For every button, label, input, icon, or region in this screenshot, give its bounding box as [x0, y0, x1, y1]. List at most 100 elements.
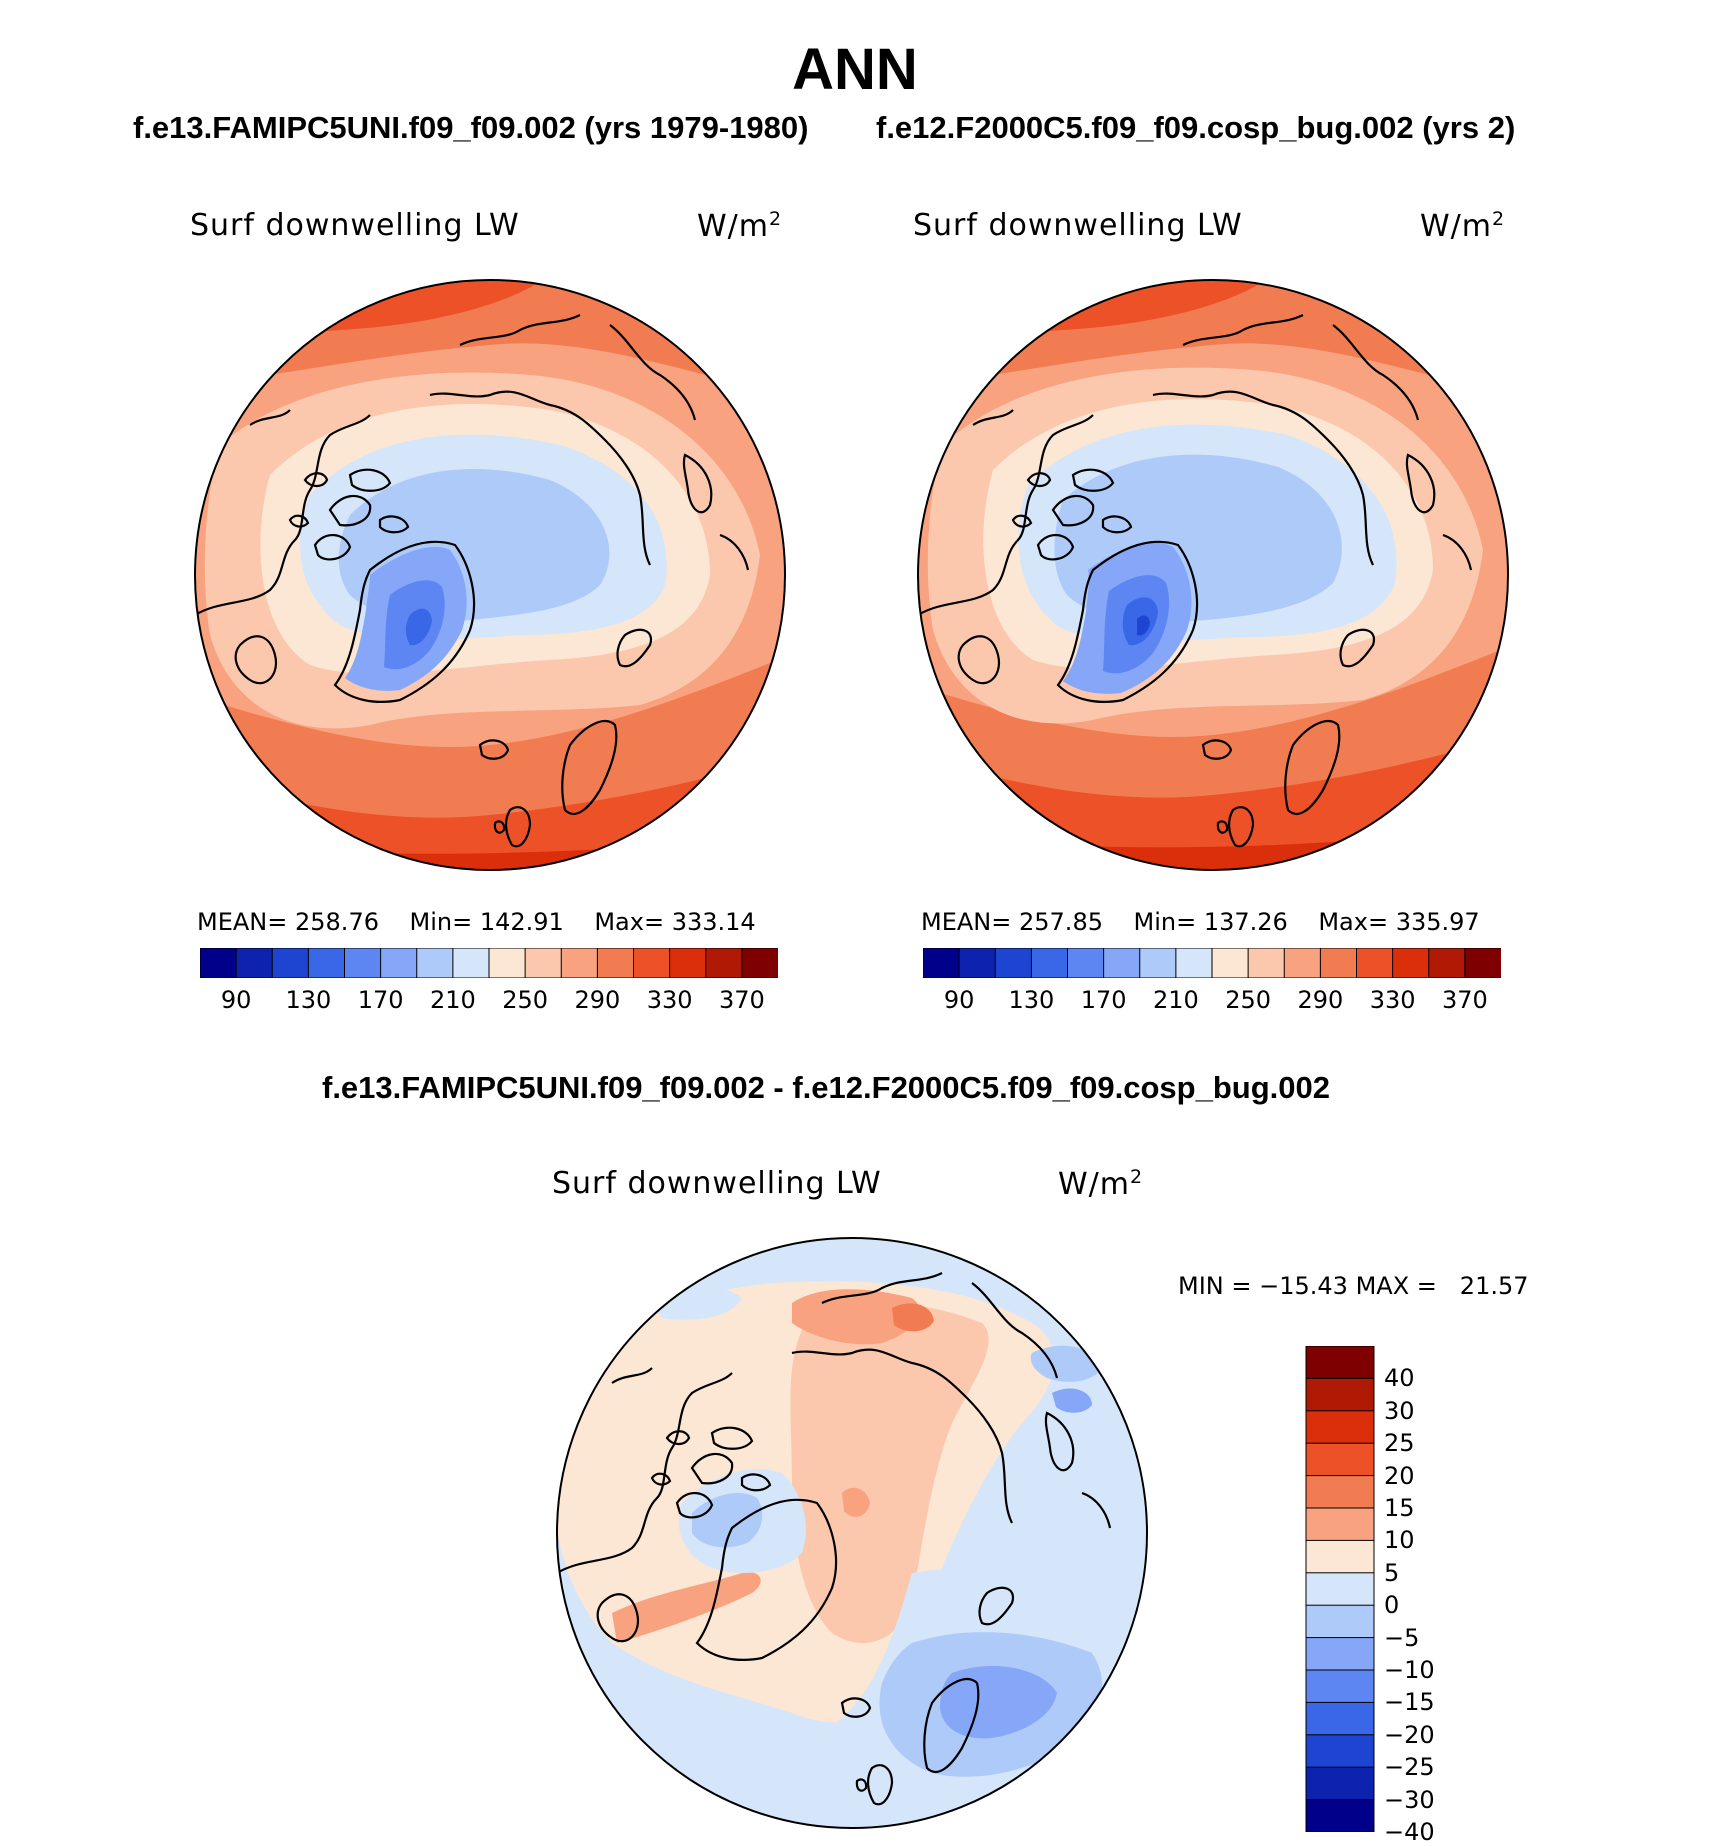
colorbar-tick-label: 90 [220, 986, 252, 1014]
colorbar-swatch [1464, 948, 1501, 978]
colorbar-case1 [200, 948, 778, 978]
case2-title: f.e12.F2000C5.f09_f09.cosp_bug.002 (yrs … [876, 110, 1516, 145]
colorbar-tick-label: 25 [1384, 1429, 1415, 1458]
colorbar-tick-label: 330 [646, 986, 693, 1014]
colorbar-swatch [1305, 1475, 1375, 1509]
figure-title: ANN [792, 37, 918, 102]
colorbar-swatch [1305, 1346, 1375, 1380]
colorbar-tick-label: −15 [1384, 1688, 1435, 1717]
colorbar-tick-label: 170 [357, 986, 404, 1014]
colorbar-tick-label: −20 [1384, 1720, 1435, 1749]
colorbar-swatch [1305, 1669, 1375, 1704]
colorbar-tick-label: 20 [1384, 1461, 1415, 1490]
colorbar-tick-label: 30 [1384, 1396, 1415, 1425]
colorbar-tick-label: 15 [1384, 1494, 1415, 1522]
colorbar-swatch [235, 948, 274, 978]
colorbar-swatch [923, 948, 961, 978]
panel2-units-label: W/m2 [1420, 208, 1506, 244]
colorbar-swatch [1103, 948, 1141, 978]
colorbar-swatch [200, 948, 238, 978]
colorbar-swatch [958, 948, 997, 978]
colorbar-swatch [633, 948, 671, 978]
colorbar-swatch [1030, 948, 1069, 978]
colorbar-swatch [380, 948, 418, 978]
colorbar-case1-ticks: 90 130 170 210 250 290 330 370 [200, 986, 778, 1016]
colorbar-swatch [1305, 1604, 1375, 1639]
colorbar-swatch [1283, 948, 1322, 978]
colorbar-swatch [1428, 948, 1466, 978]
colorbar-tick-label: 290 [574, 986, 621, 1014]
colorbar-swatch [1305, 1637, 1375, 1671]
colorbar-swatch [524, 948, 563, 978]
colorbar-swatch [416, 948, 454, 978]
colorbar-swatch [1067, 948, 1105, 978]
colorbar-swatch [669, 948, 707, 978]
diff-title: f.e13.FAMIPC5UNI.f09_f09.002 - f.e12.F20… [322, 1070, 1330, 1105]
colorbar-case2 [923, 948, 1501, 978]
colorbar-swatch [1356, 948, 1394, 978]
colorbar-swatch [1139, 948, 1177, 978]
panel2-variable-label: Surf downwelling LW [913, 208, 1243, 243]
panel3-stats: MIN = −15.43 MAX = 21.57 [1178, 1272, 1529, 1300]
colorbar-tick-label: −5 [1384, 1623, 1420, 1652]
colorbar-tick-label: 290 [1297, 986, 1344, 1014]
colorbar-tick-label: −30 [1384, 1785, 1435, 1814]
colorbar-swatch [1305, 1442, 1375, 1477]
colorbar-swatch [1305, 1572, 1375, 1607]
colorbar-tick-label: 130 [1008, 986, 1055, 1014]
colorbar-swatch [1305, 1701, 1375, 1736]
colorbar-tick-label: 0 [1384, 1591, 1400, 1620]
colorbar-swatch [1305, 1377, 1375, 1412]
colorbar-swatch [1305, 1507, 1375, 1542]
colorbar-swatch [1305, 1799, 1375, 1832]
colorbar-swatch [344, 948, 382, 978]
panel3-variable-label: Surf downwelling LW [552, 1166, 882, 1201]
colorbar-swatch [1305, 1766, 1375, 1801]
colorbar-swatch [307, 948, 346, 978]
colorbar-swatch [1305, 1539, 1375, 1574]
colorbar-tick-label: 5 [1384, 1558, 1400, 1587]
colorbar-swatch [741, 948, 778, 978]
colorbar-tick-label: 40 [1384, 1364, 1415, 1393]
map-case1 [194, 279, 786, 871]
colorbar-tick-label: 370 [1441, 986, 1488, 1014]
colorbar-tick-label: 250 [502, 986, 549, 1014]
colorbar-tick-label: 170 [1080, 986, 1127, 1014]
colorbar-swatch [705, 948, 743, 978]
colorbar-swatch [1392, 948, 1430, 978]
panel1-stats: MEAN= 258.76 Min= 142.91 Max= 333.14 [197, 908, 756, 936]
colorbar-tick-label: −10 [1384, 1656, 1435, 1684]
colorbar-swatch [596, 948, 635, 978]
colorbar-tick-label: 250 [1225, 986, 1272, 1014]
colorbar-tick-label: −25 [1384, 1753, 1435, 1782]
colorbar-case2-ticks: 90 130 170 210 250 290 330 370 [923, 986, 1501, 1016]
colorbar-swatch [271, 948, 310, 978]
colorbar-swatch [1319, 948, 1358, 978]
colorbar-swatch [560, 948, 599, 978]
colorbar-difference-ticks: 40 30 25 20 15 10 5 0 −5 −10 −15 −20 −25 −30 −40 [1384, 1346, 1464, 1846]
colorbar-swatch [1305, 1734, 1375, 1768]
panel3-units-label: W/m2 [1058, 1166, 1144, 1202]
colorbar-swatch [1247, 948, 1286, 978]
colorbar-swatch [488, 948, 527, 978]
colorbar-tick-label: −40 [1384, 1818, 1435, 1846]
colorbar-swatch [1211, 948, 1250, 978]
colorbar-tick-label: 130 [285, 986, 332, 1014]
colorbar-tick-label: 330 [1369, 986, 1416, 1014]
map-difference [556, 1237, 1148, 1829]
panel1-units-label: W/m2 [697, 208, 783, 244]
colorbar-tick-label: 210 [429, 986, 476, 1014]
colorbar-difference [1305, 1346, 1375, 1832]
case1-title: f.e13.FAMIPC5UNI.f09_f09.002 (yrs 1979-1… [133, 110, 809, 145]
colorbar-tick-label: 10 [1384, 1526, 1415, 1555]
colorbar-swatch [1175, 948, 1214, 978]
colorbar-swatch [452, 948, 491, 978]
colorbar-tick-label: 90 [943, 986, 975, 1014]
colorbar-swatch [1305, 1410, 1375, 1445]
map-case2 [917, 279, 1509, 871]
panel2-stats: MEAN= 257.85 Min= 137.26 Max= 335.97 [921, 908, 1480, 936]
colorbar-swatch [994, 948, 1033, 978]
colorbar-tick-label: 370 [718, 986, 765, 1014]
panel1-variable-label: Surf downwelling LW [190, 208, 520, 243]
colorbar-tick-label: 210 [1152, 986, 1199, 1014]
